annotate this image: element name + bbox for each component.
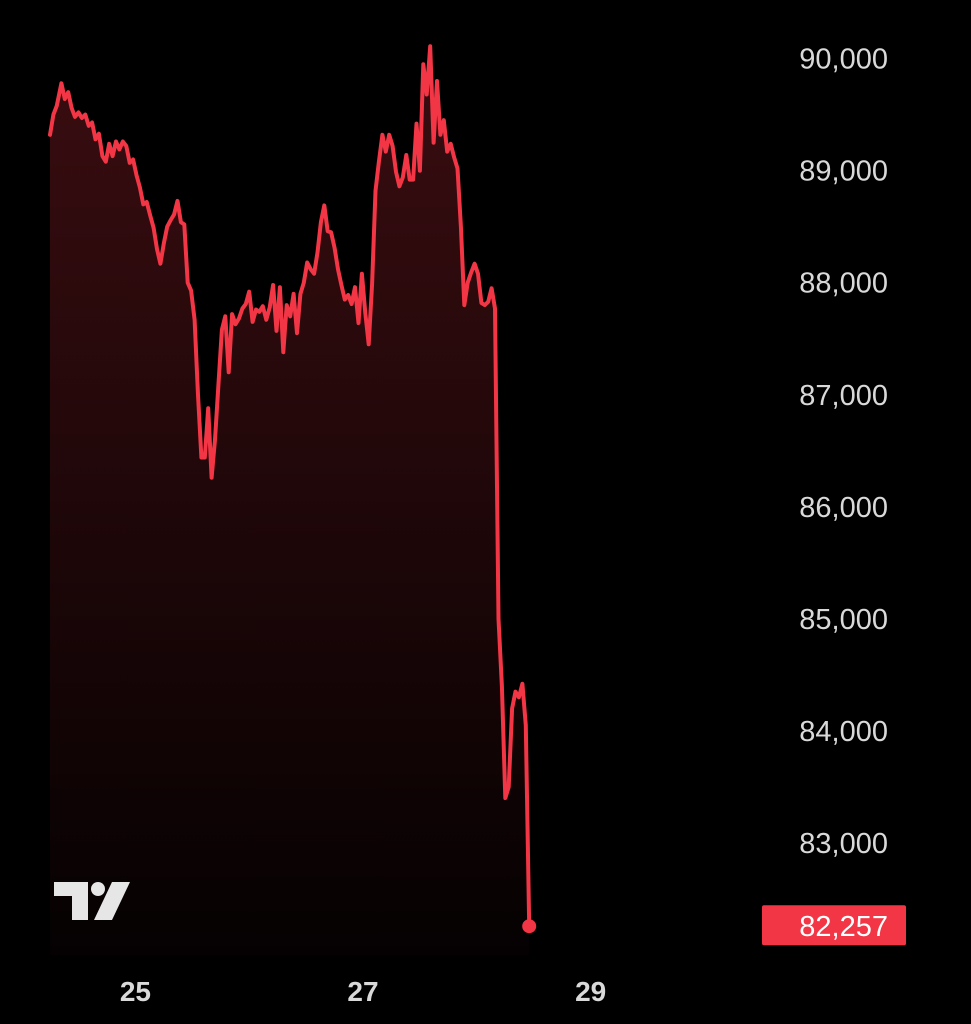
price-area-fill: [50, 46, 530, 956]
x-tick-label: 29: [575, 976, 606, 1007]
y-tick-label: 84,000: [799, 716, 888, 748]
x-tick-label: 27: [347, 976, 378, 1007]
last-price-badge-bg: [762, 905, 906, 946]
x-tick-label: 25: [120, 976, 151, 1007]
y-tick-label: 89,000: [799, 156, 888, 188]
y-tick-label: 88,000: [799, 268, 888, 300]
last-price-badge: 82,257: [762, 905, 906, 946]
x-axis: 25 27 29: [120, 976, 606, 1007]
y-tick-label: 87,000: [799, 380, 888, 412]
last-price-dot: [522, 919, 537, 934]
y-tick-label: 85,000: [799, 604, 888, 636]
last-price-label: 82,257: [799, 911, 888, 943]
y-axis: 90,000 89,000 88,000 87,000 86,000 85,000 84,0…: [799, 44, 888, 860]
y-tick-label: 90,000: [799, 44, 888, 76]
y-tick-label: 83,000: [799, 828, 888, 860]
tradingview-logo-icon[interactable]: [54, 882, 130, 920]
y-tick-label: 86,000: [799, 492, 888, 524]
price-line: [48, 44, 532, 929]
